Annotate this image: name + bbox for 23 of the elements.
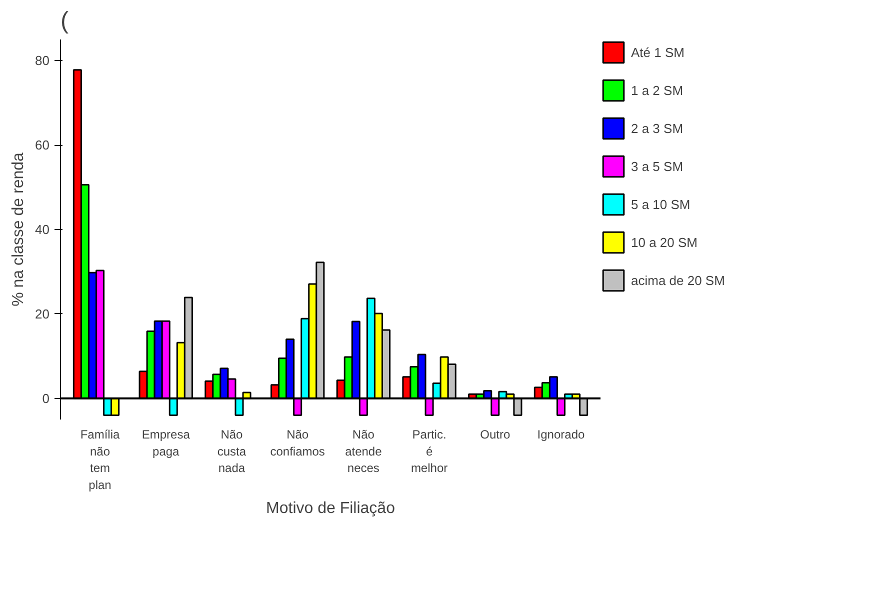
legend-label: 2 a 3 SM (631, 120, 684, 136)
x-tick-label: Ignorado (537, 428, 585, 442)
x-tick-label: Outro (480, 428, 510, 442)
legend-label: Até 1 SM (631, 44, 684, 60)
y-tick-label: 80 (35, 53, 50, 68)
y-tick-label: 0 (42, 390, 50, 406)
legend-label: 10 a 20 SM (631, 234, 698, 250)
x-tick-label: Não custa nada (217, 428, 246, 476)
x-tick-label: Não confiamos (270, 428, 325, 458)
x-tick-label: Não atende neces (345, 428, 382, 476)
x-tick-label: Família não tem plan (80, 428, 120, 492)
legend-label: 5 a 10 SM (631, 196, 690, 212)
x-tick-label: Partic. é melhor (410, 428, 448, 476)
y-tick-label: 60 (35, 138, 50, 153)
text: ( (60, 8, 68, 34)
y-axis-title: % na classe de renda (10, 152, 28, 306)
legend-label: 1 a 2 SM (631, 82, 684, 98)
legend-label: acima de 20 SM (631, 272, 725, 288)
y-tick-label: 40 (35, 222, 50, 237)
y-tick-label: 20 (35, 306, 50, 322)
legend-label: 3 a 5 SM (631, 158, 684, 174)
x-tick-label: Empresa paga (142, 428, 190, 458)
x-axis-title: Motivo de Filiação (266, 500, 396, 517)
